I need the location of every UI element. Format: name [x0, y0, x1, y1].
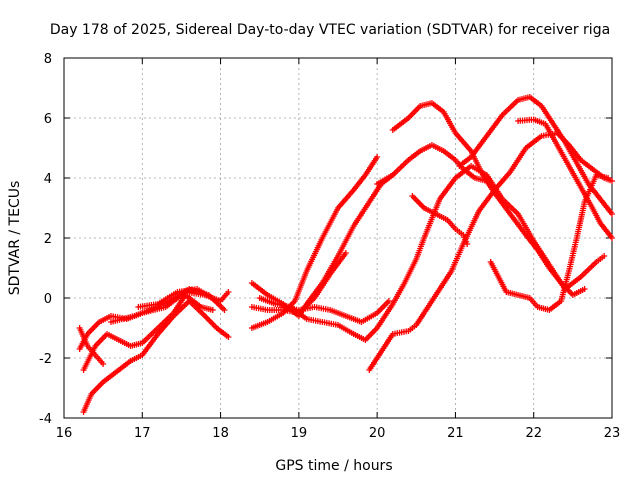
series-track-3	[80, 292, 216, 373]
x-tick-label: 22	[525, 426, 542, 441]
data-points	[76, 94, 615, 415]
data-point	[581, 286, 588, 292]
x-tick-label: 17	[134, 426, 151, 441]
x-tick-label: 18	[212, 426, 229, 441]
series-track-4	[76, 325, 107, 367]
y-tick-labels: -4 -2 0 2 4 6 8	[39, 52, 52, 427]
data-point	[209, 307, 216, 313]
x-axis-label: GPS time / hours	[275, 458, 392, 474]
x-tick-label: 21	[447, 426, 464, 441]
series-track-7	[248, 154, 381, 331]
y-tick-label: 6	[44, 112, 52, 127]
data-point	[213, 298, 220, 304]
data-point	[374, 154, 381, 160]
x-tick-label: 19	[291, 426, 308, 441]
data-point	[385, 298, 392, 304]
data-point	[609, 211, 615, 217]
series-track-14	[389, 100, 588, 298]
series-track-17	[487, 172, 612, 313]
data-point	[221, 307, 228, 313]
x-tick-label: 16	[56, 426, 73, 441]
series-track-18	[515, 116, 615, 241]
y-tick-label: 0	[44, 292, 52, 307]
x-tick-labels: 16 17 18 19 20 21 22 23	[56, 426, 621, 441]
data-point	[609, 178, 615, 184]
x-tick-label: 23	[604, 426, 621, 441]
y-tick-label: 8	[44, 52, 52, 67]
chart-title: Day 178 of 2025, Sidereal Day-to-day VTE…	[50, 22, 610, 38]
data-point	[225, 334, 232, 340]
series-track-16	[456, 94, 615, 217]
y-tick-label: 2	[44, 232, 52, 247]
data-point	[342, 250, 349, 256]
data-point	[464, 241, 471, 247]
data-point	[225, 289, 232, 295]
series-track-11	[280, 298, 392, 325]
axis-ticks	[63, 57, 613, 419]
series-track-15	[409, 193, 471, 247]
series-track-6	[135, 286, 220, 310]
series-track-1	[80, 298, 232, 415]
series-track-8	[248, 172, 396, 319]
series-track-10	[256, 163, 608, 343]
y-tick-label: -4	[39, 412, 52, 427]
y-tick-label: -2	[39, 352, 52, 367]
data-point	[100, 361, 107, 367]
data-point	[601, 253, 608, 259]
data-point	[605, 175, 612, 181]
x-tick-label: 20	[369, 426, 386, 441]
y-tick-label: 4	[44, 172, 52, 187]
data-point	[609, 235, 615, 241]
y-axis-label: SDTVAR / TECUs	[7, 181, 23, 296]
